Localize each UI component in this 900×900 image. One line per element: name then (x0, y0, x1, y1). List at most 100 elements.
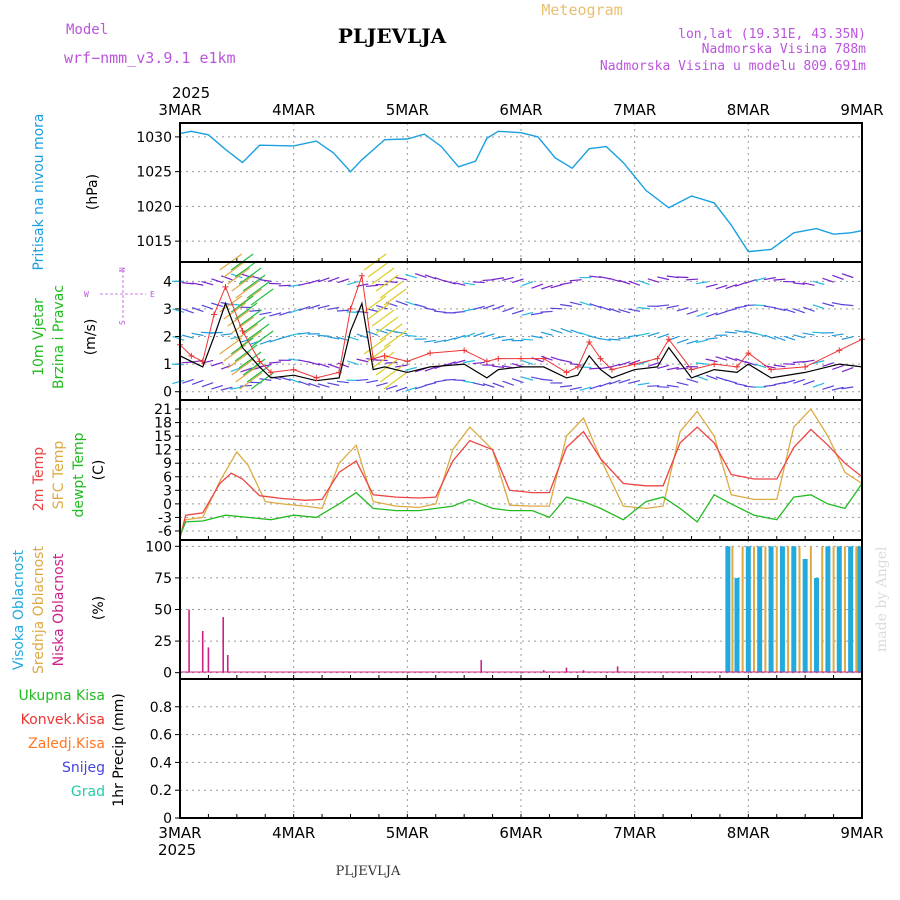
wind-barb (686, 339, 699, 345)
wind-barb (383, 372, 407, 390)
wind-barb (443, 337, 456, 343)
wind-barb (657, 333, 670, 339)
wind-barb (628, 280, 641, 286)
wind-barb (579, 386, 592, 391)
wind-barb (608, 308, 621, 314)
y-axis-label: Niska Oblacnost (51, 553, 67, 666)
wind-barb (308, 361, 320, 366)
gust-marker (313, 374, 320, 381)
gust-marker (358, 272, 365, 279)
wind-barb (366, 330, 379, 336)
gust-marker (239, 328, 246, 334)
gust-marker (733, 363, 740, 370)
date-label-bottom: 7MAR (613, 824, 656, 842)
wind-barb (754, 363, 767, 369)
wind-barb (725, 356, 738, 362)
y-tick-label: 6 (163, 470, 172, 486)
wind-barb (618, 308, 631, 314)
cloud-bar (787, 546, 790, 673)
wind-barb (327, 363, 340, 369)
wind-barb (511, 378, 524, 384)
gust-marker (518, 355, 524, 362)
wind-barb (598, 337, 611, 342)
panel-frame (179, 261, 863, 401)
wind-barb (705, 312, 718, 318)
wind-barb (725, 283, 738, 290)
wind-barb (773, 364, 786, 368)
wind-barb (521, 311, 534, 316)
panel-cloud: 0 25 50 75 100 (145, 539, 863, 682)
wind-barb (259, 378, 272, 381)
cloud-bar (480, 660, 483, 673)
wind-barb (598, 275, 611, 280)
wind-barb (715, 310, 728, 316)
wind-barb (812, 360, 825, 365)
wind-barb (657, 276, 670, 281)
wind-barb (268, 361, 282, 364)
wind-barb (238, 351, 262, 369)
wind-barb (337, 362, 350, 368)
y-tick-label: 21 (154, 402, 172, 418)
wind-barb (235, 281, 259, 299)
wind-barb (317, 334, 330, 337)
wind-barb (238, 267, 262, 285)
wind-barb (211, 361, 223, 367)
precip-legend-item: Ukupna Kisa (18, 688, 105, 704)
wind-barb (569, 386, 582, 391)
wind-barb (841, 336, 854, 340)
precip-legend-item: Grad (71, 784, 105, 800)
y-tick-label: 15 (154, 429, 172, 445)
gust-marker (290, 366, 297, 373)
wind-barb (822, 385, 835, 390)
wind-barb (201, 304, 214, 310)
wind-barb (424, 382, 437, 387)
wind-barb (269, 337, 282, 343)
wind-barb (317, 362, 330, 368)
wind-barb (234, 260, 258, 278)
wind-barb (482, 383, 495, 388)
wind-barb (385, 280, 398, 284)
wind-barb (803, 306, 815, 312)
wind-barb (317, 304, 330, 309)
gust-marker (199, 358, 206, 365)
gust-marker (211, 311, 218, 318)
lonlat-label: lon,lat (19.31E, 43.35N) (678, 27, 866, 42)
y-axis-label: (hPa) (85, 174, 101, 210)
wind-barb (822, 302, 835, 307)
year-bottom: 2025 (158, 841, 196, 859)
y-axis-label: Brzina i Pravac (51, 285, 67, 389)
wind-barb (227, 351, 251, 369)
wind-barb (395, 276, 408, 281)
wind-barb (725, 308, 738, 313)
wind-barb (238, 309, 262, 327)
y-tick-label: 1 (163, 357, 172, 373)
wind-barb (560, 281, 573, 286)
gust-marker (836, 347, 843, 354)
wind-barb (181, 282, 194, 285)
wind-barb (579, 301, 592, 307)
wind-barb (638, 280, 650, 286)
wind-barb (530, 312, 543, 316)
model-elevation-label: Nadmorska Visina u modelu 809.691m (600, 59, 866, 74)
wind-barb (793, 378, 805, 384)
gust-marker (427, 350, 434, 357)
y-axis-label: (m/s) (83, 319, 99, 356)
wind-barb (201, 359, 214, 364)
meteogram-title: Meteogram (541, 1, 622, 19)
wind-barb (235, 365, 259, 383)
wind-barb (405, 386, 418, 392)
wind-barb (628, 379, 641, 384)
date-label-top: 5MAR (386, 101, 429, 119)
wind-barb (379, 365, 403, 383)
y-tick-label: 0.2 (150, 783, 172, 799)
y-tick-label: 1030 (136, 130, 172, 146)
y-tick-label: -6 (158, 524, 172, 540)
model-name: wrf−nmm_v3.9.1 e1km (64, 49, 236, 67)
2m-temp-line (179, 426, 863, 538)
wind-barb (706, 374, 718, 381)
gust-marker (347, 305, 354, 312)
wind-barb (676, 338, 689, 344)
wind-barb (201, 382, 214, 388)
